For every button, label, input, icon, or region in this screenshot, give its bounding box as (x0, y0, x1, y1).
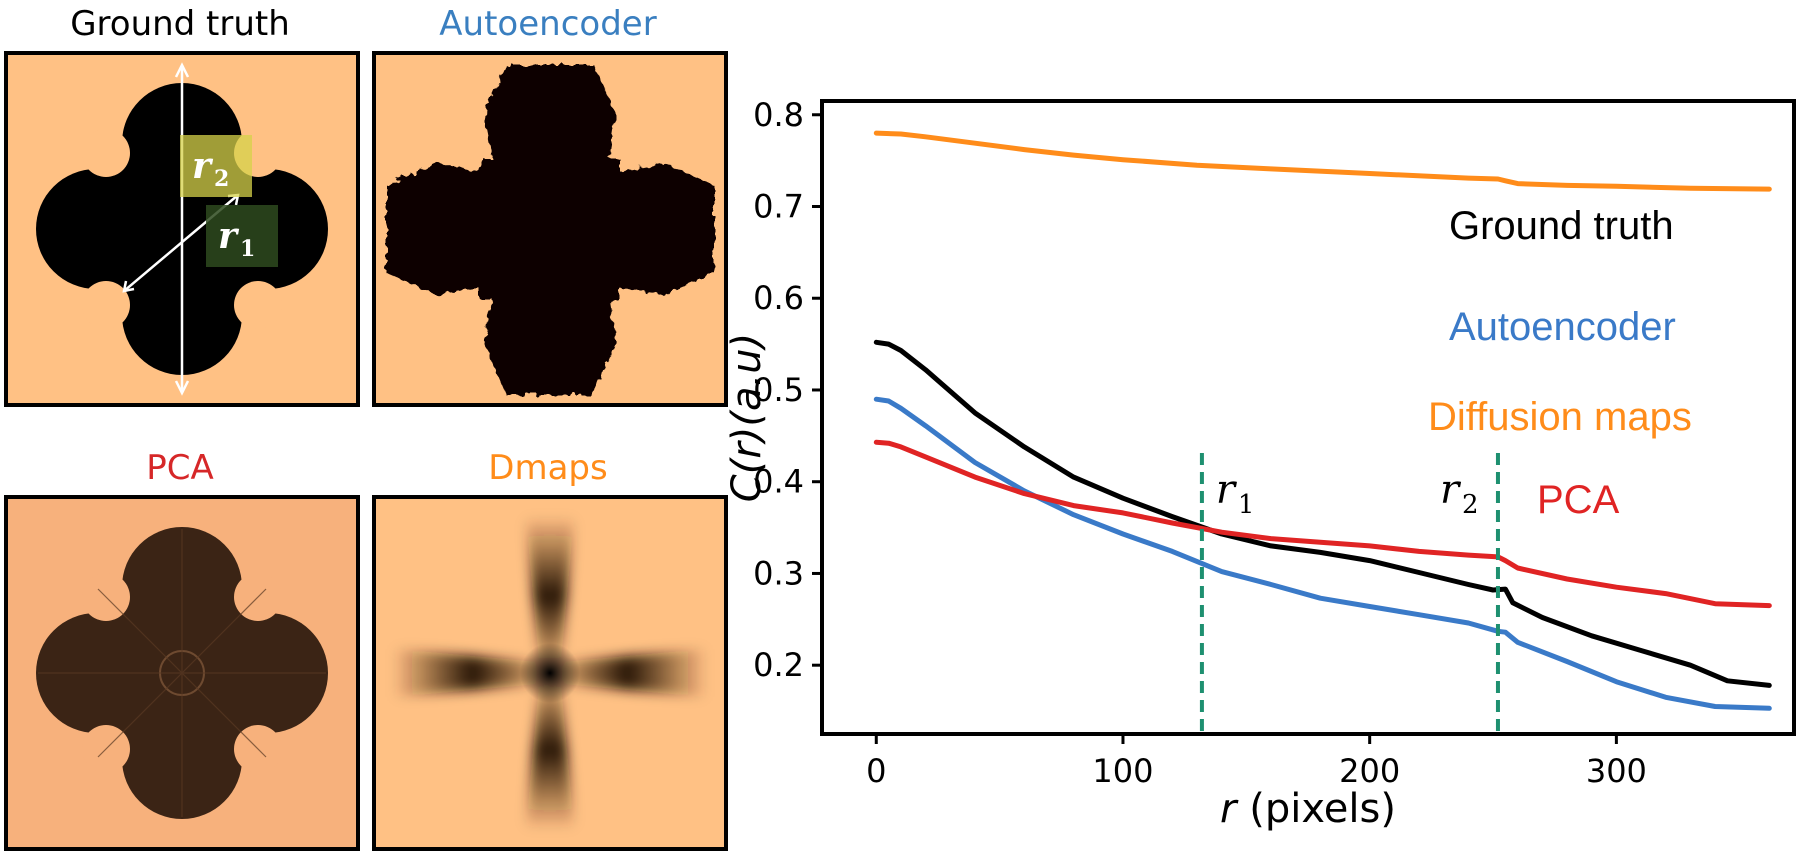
r1-label-base: r (218, 215, 240, 257)
axis-ticks: 0 100 200 300 0.2 0.3 0.4 0.5 0.6 0.7 0.8 (753, 96, 1647, 790)
legend-label-autoencoder: Autoencoder (1449, 305, 1676, 349)
r2-highlight (180, 135, 252, 197)
series-line-autoencoder (873, 396, 1772, 711)
panel-title-autoencoder: Autoencoder (439, 4, 657, 44)
r2-label-base: r (192, 145, 214, 187)
x-axis-label: r (pixels) (1220, 786, 1396, 832)
ground-truth-shape: r 2 r 1 (36, 62, 328, 396)
y-tick-label: 0.3 (753, 554, 804, 592)
y-tick-label: 0.7 (753, 188, 804, 226)
dmaps-shape (396, 519, 704, 827)
x-axis-label-var: r (1220, 786, 1239, 832)
legend-label-pca: PCA (1537, 478, 1620, 522)
r2-label-sub: 2 (214, 166, 229, 192)
y-tick-label: 0.8 (753, 96, 804, 134)
r1-label-sub: 1 (240, 236, 255, 262)
r1-highlight (206, 205, 278, 267)
panel-title-ground-truth: Ground truth (70, 4, 290, 44)
ground-truth-image: r 2 r 1 (4, 51, 360, 407)
marker-label-r2: r (1440, 467, 1462, 513)
y-tick-label: 0.6 (753, 279, 804, 317)
legend-label-diffusion-maps: Diffusion maps (1428, 395, 1692, 439)
panel-title-pca: PCA (146, 448, 214, 488)
legend: Ground truth Autoencoder Diffusion maps PCA (1428, 204, 1692, 522)
pca-shape (36, 527, 328, 819)
pca-image (4, 495, 360, 851)
series-line-diffusion-maps (873, 130, 1772, 192)
series-line-ground-truth (873, 339, 1772, 688)
marker-label-sub-r2: 2 (1462, 490, 1479, 520)
marker-label-sub-r1: 1 (1238, 490, 1255, 520)
autoencoder-image (372, 51, 728, 407)
y-axis-label: C(r)(a.u) (724, 333, 770, 502)
marker-label-r1: r (1216, 467, 1238, 513)
legend-label-ground-truth: Ground truth (1449, 204, 1674, 248)
y-tick-label: 0.4 (753, 463, 804, 501)
x-tick-label: 300 (1586, 752, 1647, 790)
panel-title-dmaps: Dmaps (488, 448, 608, 488)
series-layer (873, 130, 1772, 711)
plot-frame (820, 99, 1796, 736)
x-tick-label: 0 (866, 752, 886, 790)
x-tick-label: 100 (1092, 752, 1153, 790)
series-line-pca (873, 439, 1772, 609)
x-axis-label-unit: (pixels) (1237, 786, 1396, 832)
y-tick-label: 0.5 (753, 371, 804, 409)
dmaps-image (372, 495, 728, 851)
x-tick-label: 200 (1339, 752, 1400, 790)
y-tick-label: 0.2 (753, 646, 804, 684)
autoencoder-shape (386, 65, 714, 395)
